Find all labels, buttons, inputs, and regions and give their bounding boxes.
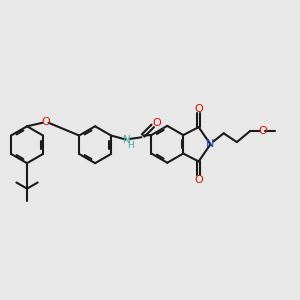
Text: O: O bbox=[41, 117, 50, 127]
Text: O: O bbox=[153, 118, 162, 128]
Text: N: N bbox=[123, 135, 131, 145]
Text: N: N bbox=[206, 139, 215, 149]
Text: O: O bbox=[194, 104, 203, 114]
Text: O: O bbox=[194, 175, 203, 185]
Text: H: H bbox=[128, 141, 134, 150]
Text: O: O bbox=[258, 126, 267, 136]
